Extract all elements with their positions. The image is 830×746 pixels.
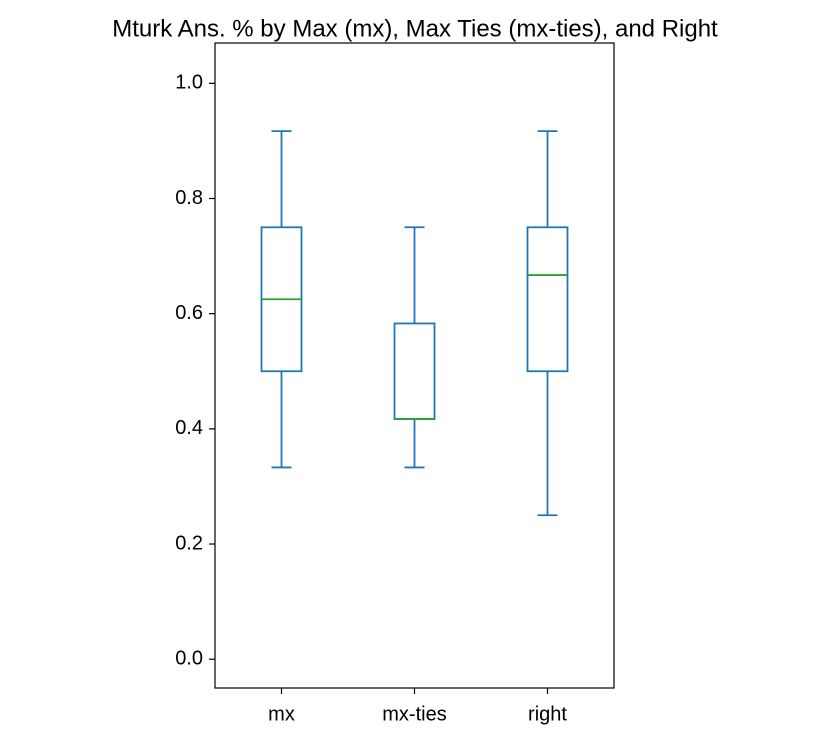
y-tick-label: 0.8: [175, 187, 203, 209]
y-tick-label: 0.0: [175, 647, 203, 669]
y-tick-label: 0.4: [175, 417, 203, 439]
y-tick-label: 0.6: [175, 302, 203, 324]
box: [526, 226, 569, 373]
x-tick-label: right: [528, 703, 567, 725]
x-tick-label: mx: [268, 703, 295, 725]
y-tick-label: 0.2: [175, 532, 203, 554]
plot-frame: [214, 42, 615, 689]
box: [393, 322, 436, 420]
y-tick-label: 1.0: [175, 72, 203, 94]
x-tick-label: mx-ties: [382, 703, 446, 725]
chart-title: Mturk Ans. % by Max (mx), Max Ties (mx-t…: [112, 15, 718, 42]
